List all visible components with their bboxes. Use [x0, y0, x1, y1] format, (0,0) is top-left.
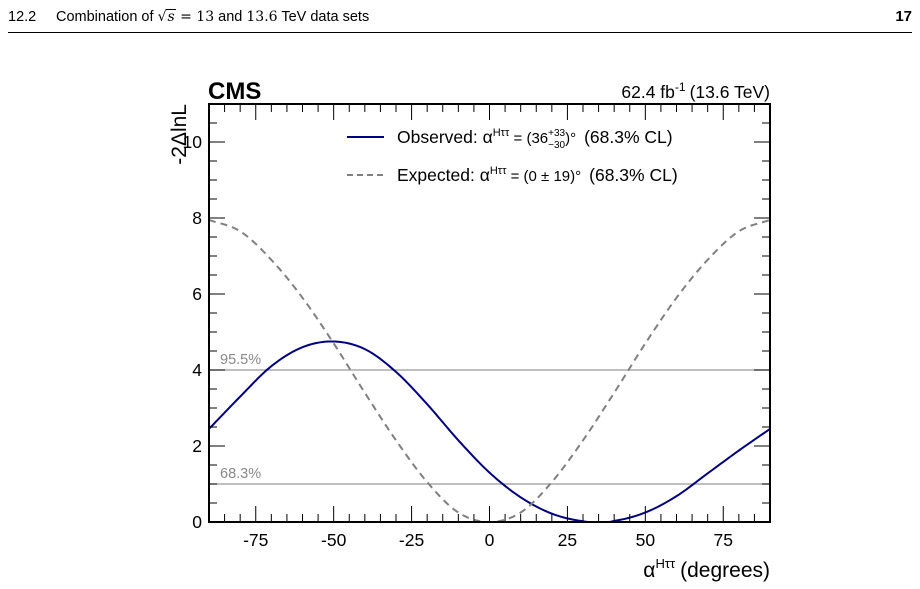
section-title-pre: Combination of	[56, 9, 154, 25]
legend-observed-unit: )°	[565, 130, 576, 147]
x-tick-label: 25	[558, 530, 577, 550]
y-tick-label: 8	[192, 208, 202, 228]
section-title-post: TeV data sets	[281, 9, 370, 25]
luminosity-value: 62.4 fb	[621, 82, 675, 102]
legend-observed-cl: (68.3% CL)	[584, 127, 673, 147]
x-tick-label: -75	[243, 530, 268, 550]
legend-observed-err-up: +33	[548, 128, 565, 139]
x-tick-label: 75	[714, 530, 733, 550]
x-tick-label: -25	[399, 530, 424, 550]
axis-ticks	[208, 103, 771, 523]
energy-label: (13.6 TeV)	[690, 82, 770, 102]
x-axis-label-unit: (degrees)	[680, 559, 770, 582]
legend-observed-name: Observed: α	[397, 127, 493, 147]
legend-expected-label: Expected: αHττ = (0 ± 19)° (68.3% CL)	[397, 165, 678, 185]
sqrt-s-math: √s = 13	[157, 9, 215, 25]
legend: Observed: αHττ = (36+33 −30)° (68.3% CL) E…	[347, 127, 678, 185]
x-axis-label-superscript: Hττ	[655, 556, 676, 571]
x-tick-label: 50	[636, 530, 656, 550]
legend-observed-sup: Hττ	[493, 127, 510, 139]
section-title-and: and	[218, 9, 243, 25]
y-tick-label: 4	[192, 360, 202, 380]
cms-label: CMS	[208, 78, 261, 105]
series-observed-curve	[209, 340, 770, 522]
x-tick-label: 0	[485, 530, 495, 550]
x-tick-label: -50	[321, 530, 347, 550]
y-tick-label: 0	[192, 512, 202, 532]
energy-13: = 13	[180, 9, 215, 25]
sqrt-s-symbol: s	[167, 9, 175, 25]
luminosity-label: 62.4 fb-1 (13.6 TeV)	[621, 80, 770, 102]
y-tick-label: 6	[192, 284, 202, 304]
series-expected-curve	[209, 218, 770, 522]
legend-expected-sup: Hττ	[490, 165, 507, 177]
x-axis-label-symbol: α	[643, 559, 655, 582]
axis-tick-labels: -75 -50 -25 0 25 50 75 0 2 4 6 8 10	[183, 132, 733, 550]
y-axis-label: -2ΔlnL	[168, 104, 191, 165]
page-number: 17	[895, 8, 912, 25]
threshold-label-1: 68.3%	[220, 466, 261, 482]
legend-expected-name: Expected: α	[397, 165, 490, 185]
plot-frame	[208, 103, 771, 523]
series-layer	[209, 218, 770, 522]
legend-observed-value: = (36	[509, 130, 548, 147]
legend-expected-value: = (0 ± 19)°	[506, 168, 581, 185]
luminosity-exponent: -1	[675, 80, 686, 94]
energy-13-6: 13.6	[246, 9, 278, 25]
x-axis-label: αHττ (degrees)	[643, 556, 770, 582]
legend-observed-label: Observed: αHττ = (36+33 −30)° (68.3% CL)	[397, 127, 673, 151]
threshold-lines: 95.5% 68.3%	[209, 352, 770, 485]
legend-expected-cl: (68.3% CL)	[589, 165, 678, 185]
page-header: 12.2 Combination of √s = 13 and 13.6 TeV…	[8, 2, 912, 33]
y-tick-label: 2	[192, 436, 202, 456]
y-tick-label: 10	[183, 132, 203, 152]
section-number: 12.2	[8, 9, 37, 25]
section-title: Combination of √s = 13 and 13.6 TeV data…	[56, 9, 369, 25]
legend-observed-err-down: −30	[548, 140, 565, 151]
threshold-label-0: 95.5%	[220, 352, 261, 368]
